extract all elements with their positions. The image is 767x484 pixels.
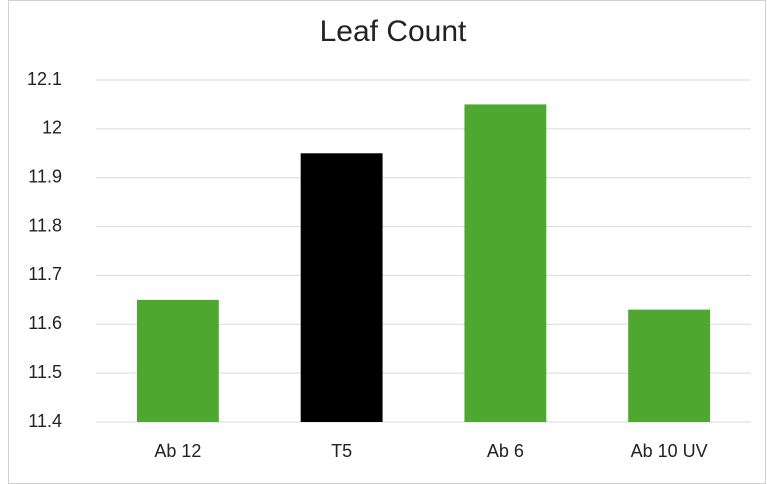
- x-tick-label: Ab 10 UV: [631, 441, 708, 461]
- bar: [464, 104, 547, 422]
- bar: [300, 153, 383, 423]
- y-tick-label: 12: [42, 118, 62, 138]
- bar: [628, 309, 711, 422]
- chart-title: Leaf Count: [320, 15, 467, 48]
- y-tick-label: 11.7: [28, 264, 62, 284]
- y-tick-label: 11.9: [28, 166, 62, 186]
- y-tick-label: 11.5: [28, 362, 62, 382]
- x-tick-label: Ab 6: [487, 441, 524, 461]
- y-tick-label: 11.4: [28, 411, 62, 431]
- bar: [136, 299, 219, 422]
- x-tick-label: T5: [331, 441, 352, 461]
- y-tick-label: 11.6: [28, 313, 62, 333]
- y-tick-label: 11.8: [28, 215, 62, 235]
- x-tick-label: Ab 12: [154, 441, 201, 461]
- y-tick-label: 12.1: [27, 69, 62, 89]
